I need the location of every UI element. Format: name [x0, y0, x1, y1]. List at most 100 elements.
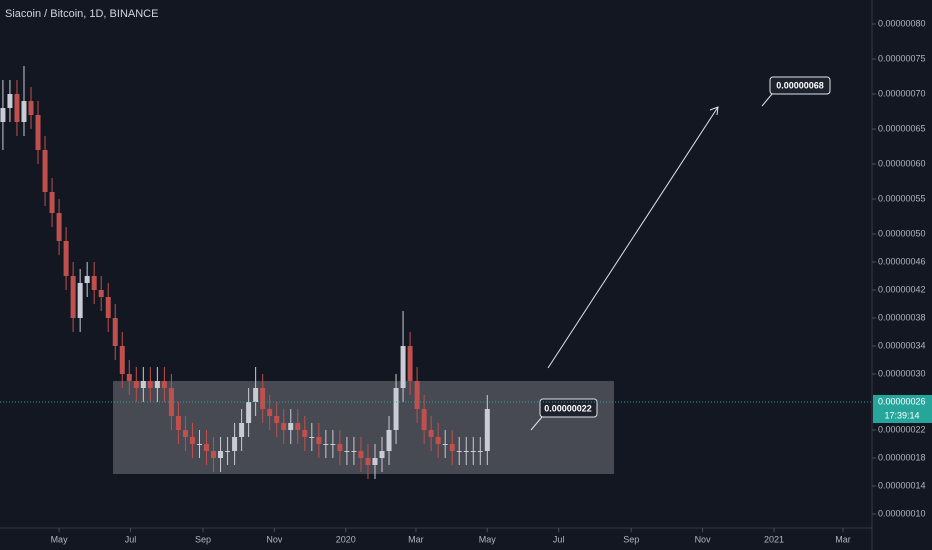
x-tick-label: Nov — [695, 534, 712, 544]
candle-body — [470, 451, 476, 453]
candle-body — [456, 451, 462, 453]
candle-body — [365, 458, 371, 466]
callout-pointer — [530, 416, 543, 431]
callout-label: 0.00000022 — [544, 403, 592, 413]
y-tick-label: 0.00000010 — [878, 508, 926, 518]
x-tick-label: Mar — [408, 534, 424, 544]
candle-body — [91, 276, 97, 291]
candle-body — [7, 94, 13, 109]
candle-body — [393, 388, 399, 431]
candle-body — [246, 402, 252, 424]
callout-pointer — [761, 93, 773, 107]
callout-label: 0.00000068 — [776, 80, 824, 90]
candle-body — [28, 101, 34, 116]
candle-body — [225, 451, 231, 453]
candle-body — [35, 115, 41, 151]
candle-body — [484, 409, 490, 452]
x-tick-label: 2021 — [764, 534, 784, 544]
trend-arrow — [547, 106, 719, 369]
candle-body — [463, 451, 469, 453]
candle-body — [323, 444, 329, 446]
y-tick-label: 0.00000018 — [878, 452, 926, 462]
candle-body — [119, 346, 125, 375]
plot-area — [0, 66, 490, 480]
candle-body — [309, 437, 315, 439]
y-tick-label: 0.00000022 — [878, 424, 926, 434]
x-tick-label: Sep — [195, 534, 211, 544]
x-tick-label: May — [51, 534, 69, 544]
range-box — [113, 381, 614, 474]
candle-body — [302, 430, 308, 438]
candle-body — [70, 276, 76, 319]
candle-body — [260, 388, 266, 410]
candle-body — [182, 430, 188, 438]
candle-body — [196, 444, 202, 446]
candle-body — [421, 409, 427, 431]
candle-body — [386, 430, 392, 452]
candle-body — [330, 444, 336, 446]
candle-body — [98, 290, 104, 298]
candle-body — [56, 213, 62, 242]
y-tick-label: 0.00000014 — [878, 480, 926, 490]
candle-body — [0, 108, 6, 123]
candle-body — [428, 430, 434, 438]
candle-body — [232, 437, 238, 452]
candle-body — [112, 318, 118, 347]
candle-body — [63, 241, 69, 277]
countdown-label: 17:39:14 — [884, 410, 919, 420]
candle-body — [175, 416, 181, 431]
y-tick-label: 0.00000060 — [878, 158, 926, 168]
candle-body — [154, 381, 160, 389]
candle-body — [267, 409, 273, 417]
candle-body — [218, 451, 224, 459]
y-tick-label: 0.00000030 — [878, 368, 926, 378]
candle-body — [49, 192, 55, 214]
x-tick-label: Jul — [125, 534, 137, 544]
candle-body — [105, 297, 111, 319]
candle-body — [449, 444, 455, 452]
candle-body — [204, 444, 210, 452]
callout-box — [539, 398, 598, 418]
candle-body — [14, 94, 20, 123]
candle-body — [77, 283, 83, 319]
candle-body — [84, 276, 90, 284]
candle-body — [414, 381, 420, 410]
candle-body — [42, 150, 48, 193]
candle-body — [295, 423, 301, 431]
candle-body — [477, 451, 483, 453]
candle-body — [133, 381, 139, 389]
y-tick-label: 0.00000055 — [878, 193, 926, 203]
candle-body — [147, 381, 153, 389]
candle-body — [211, 451, 217, 459]
candle-body — [126, 374, 132, 382]
candle-body — [400, 346, 406, 389]
candle-body — [189, 437, 195, 445]
candle-body — [161, 381, 167, 389]
candle-body — [442, 444, 448, 446]
candle-body — [21, 101, 27, 123]
x-tick-label: May — [479, 534, 497, 544]
y-tick-label: 0.00000065 — [878, 123, 926, 133]
candle-body — [140, 381, 146, 389]
x-tick-label: Jul — [553, 534, 565, 544]
y-tick-label: 0.00000070 — [878, 88, 926, 98]
candle-body — [407, 346, 413, 382]
callout-box — [769, 76, 831, 95]
last-price-box — [873, 395, 932, 410]
candle-body — [344, 451, 350, 453]
countdown-box — [873, 409, 932, 424]
y-tick-label: 0.00000038 — [878, 312, 926, 322]
y-tick-label: 0.00000034 — [878, 340, 926, 350]
candle-body — [239, 423, 245, 438]
candle-body — [358, 451, 364, 459]
arrow-head — [709, 106, 719, 116]
last-price-label: 0.00000026 — [878, 396, 926, 406]
candle-body — [316, 437, 322, 445]
x-tick-label: 2020 — [336, 534, 356, 544]
x-tick-label: Mar — [835, 534, 851, 544]
candle-body — [274, 416, 280, 424]
y-tick-label: 0.00000080 — [878, 18, 926, 28]
y-tick-label: 0.00000042 — [878, 284, 926, 294]
